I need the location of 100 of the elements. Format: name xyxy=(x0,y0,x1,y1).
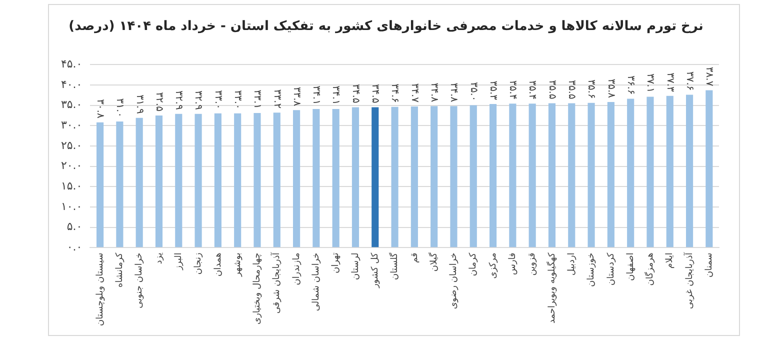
chart-title: نرخ تورم سالانه کالاها و خدمات مصرفی خانوارهای کشور به تفکیک استان - خرداد ماه ۱۴۰۴ (درصد) xyxy=(68,19,704,34)
data-label: ۳۵.۰ xyxy=(468,82,479,102)
data-label: ۳۵.۸ xyxy=(605,78,616,99)
y-tick-label: ۰.۰ xyxy=(66,240,82,254)
x-tick-label: اصفهان xyxy=(626,252,636,281)
y-tick-label: ۲۵.۰ xyxy=(60,138,82,152)
data-label: ۳۲.۹ xyxy=(173,90,184,110)
x-tick-label: خراسان شمالی xyxy=(312,252,322,312)
y-tick-label: ۱۰.۰ xyxy=(60,200,82,213)
data-label: ۳۳.۲ xyxy=(271,89,282,109)
x-tick-label: ایلام xyxy=(665,252,676,269)
x-tick-label: خوزستان xyxy=(586,252,597,287)
data-label: ۳۶.۶ xyxy=(624,75,636,95)
bar xyxy=(312,108,320,248)
y-tick-label: ۲۰.۰ xyxy=(60,159,82,172)
y-tick-label: ۴۰.۰ xyxy=(60,78,82,91)
data-label: ۳۵.۴ xyxy=(507,80,518,100)
x-tick-label: خراسان جنوبی xyxy=(134,252,145,308)
bar xyxy=(234,113,242,248)
bar xyxy=(372,107,379,248)
bar xyxy=(470,105,477,248)
bar xyxy=(332,108,340,248)
x-tick-label: گلستان xyxy=(388,252,400,280)
data-label: ۳۳.۱ xyxy=(252,90,263,110)
data-label: ۳۴.۸ xyxy=(448,82,460,103)
x-tick-label: هرمزگان xyxy=(644,252,656,286)
x-tick-label: البرز xyxy=(174,252,184,271)
bar xyxy=(136,118,143,248)
x-tick-label: مازندران xyxy=(292,252,302,286)
data-label: ۳۴.۸ xyxy=(428,82,440,103)
bar xyxy=(450,106,458,248)
bar xyxy=(430,106,438,248)
bar xyxy=(194,114,202,248)
x-tick-label: کردستان xyxy=(606,252,616,286)
bar xyxy=(528,104,536,248)
x-tick-label: همدان xyxy=(213,252,224,276)
x-tick-label: کرمان xyxy=(468,252,479,276)
bar xyxy=(666,96,674,248)
y-tick-label: ۳۰.۰ xyxy=(60,118,82,132)
data-label: ۳۵.۵ xyxy=(546,80,558,100)
bar xyxy=(607,102,614,248)
data-label: ۳۵.۵ xyxy=(566,80,578,100)
x-tick-label: فارس xyxy=(508,252,518,276)
bar xyxy=(391,106,398,248)
data-label: ۳۵.۴ xyxy=(526,80,538,100)
y-tick-label: ۵.۰ xyxy=(66,220,82,234)
data-label: ۳۰.۸ xyxy=(94,99,106,119)
data-label: ۳۴.۶ xyxy=(389,84,400,103)
data-label: ۳۳.۸ xyxy=(290,86,302,107)
y-tick-label: ۱۵.۰ xyxy=(60,179,82,192)
bar xyxy=(706,90,713,248)
bar xyxy=(686,94,694,248)
data-label: ۳۲.۹ xyxy=(192,90,204,110)
x-tick-label: خراسان رضوی xyxy=(449,252,460,310)
x-tick-label: سمنان xyxy=(704,252,715,278)
data-label: ۳۳.۰ xyxy=(232,90,243,110)
x-tick-label: کهگیلویه وبویراحمد xyxy=(545,252,558,324)
data-label: ۳۷.۶ xyxy=(684,71,695,91)
x-tick-label: مرکزی xyxy=(488,252,498,279)
x-tick-label: زنجان xyxy=(194,252,204,275)
bar xyxy=(646,96,654,248)
x-tick-label: آذربایجان غربی xyxy=(682,252,695,309)
bar xyxy=(568,103,576,248)
y-tick-label: ۳۵.۰ xyxy=(60,98,82,112)
x-tick-label: سیستان وبلوچستان xyxy=(95,252,106,326)
bar xyxy=(155,115,163,248)
bar xyxy=(273,112,280,248)
x-tick-label: آذربایجان شرقی xyxy=(270,252,282,314)
bar xyxy=(96,122,104,248)
bar xyxy=(489,104,497,248)
bar xyxy=(548,103,556,248)
bar xyxy=(116,122,124,248)
bar xyxy=(509,104,516,248)
bar xyxy=(214,113,222,248)
bar xyxy=(410,106,418,248)
bar xyxy=(254,113,261,248)
x-tick-label: لرستان xyxy=(350,252,361,280)
bar xyxy=(175,114,182,248)
bar xyxy=(293,110,300,248)
x-tick-label: تهران xyxy=(331,252,342,274)
x-tick-label: قزوین xyxy=(528,252,538,276)
data-label: ۳۱.۰ xyxy=(114,98,126,118)
data-label: ۳۵.۳ xyxy=(487,80,498,101)
bar xyxy=(627,98,634,248)
data-label: ۳۵.۶ xyxy=(586,80,597,99)
data-label: ۳۷.۳ xyxy=(664,72,676,93)
x-tick-label: قم xyxy=(410,252,420,263)
data-label: ۳۴.۱ xyxy=(310,86,322,105)
data-label: ۳۳.۰ xyxy=(212,90,224,110)
data-label: ۳۴.۱ xyxy=(330,86,342,105)
data-label: ۳۸.۷ xyxy=(704,66,715,87)
data-label: ۳۴.۵ xyxy=(370,84,381,104)
data-label: ۳۷.۱ xyxy=(644,73,656,93)
x-tick-label: کل کشور xyxy=(370,252,380,289)
bar xyxy=(352,107,360,248)
x-tick-label: گیلان xyxy=(427,252,440,272)
data-label: ۳۲.۵ xyxy=(153,92,164,112)
data-label: ۳۴.۷ xyxy=(408,83,420,104)
data-label: ۳۱.۹ xyxy=(134,94,145,114)
x-tick-label: اردبیل xyxy=(566,252,577,276)
